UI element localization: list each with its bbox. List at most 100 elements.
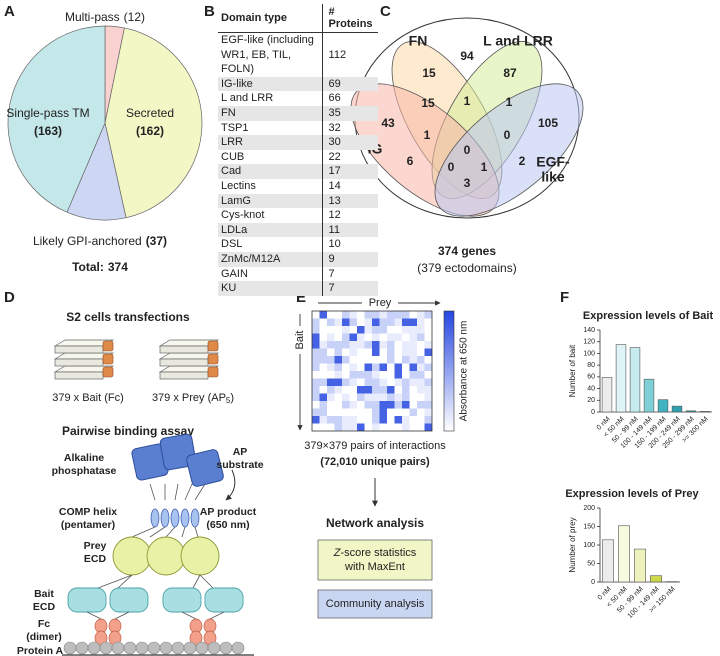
heatmap-cell xyxy=(342,393,350,401)
heatmap-cell xyxy=(372,311,380,319)
y-tick-label: 20 xyxy=(587,397,595,404)
heatmap-cell xyxy=(417,401,425,409)
plate-side xyxy=(54,358,104,367)
linker xyxy=(181,611,225,621)
linker xyxy=(165,526,176,538)
heatmap-cell xyxy=(387,333,395,341)
reaction-arrow xyxy=(225,469,236,501)
protein-a xyxy=(147,641,161,655)
heatmap-cell xyxy=(379,341,387,349)
domain-table: Domain type # Proteins EGF-like (including… xyxy=(218,4,378,296)
protein-a xyxy=(123,641,137,655)
heatmap-cell xyxy=(334,371,342,379)
method-text: Community analysis xyxy=(326,598,425,610)
heatmap-cell xyxy=(364,401,372,409)
bar xyxy=(615,344,627,413)
axis-label: Prey xyxy=(369,297,392,309)
assay-label: Alkaline xyxy=(64,452,104,464)
heatmap-cell xyxy=(334,318,342,326)
venn-set-label: like xyxy=(541,169,565,185)
assay-label: ECD xyxy=(33,601,56,613)
heatmap-cell xyxy=(312,341,320,349)
chart-title: Expression levels of Bait xyxy=(583,310,714,322)
pie-value-label: (163) xyxy=(34,124,62,138)
protein-a xyxy=(159,641,173,655)
table-cell: L and LRR xyxy=(221,92,274,105)
heatmap-cell xyxy=(417,356,425,364)
protein-a xyxy=(195,641,209,655)
venn-count: 43 xyxy=(381,116,395,130)
heatmap-cell xyxy=(327,386,335,394)
table-cell: 22 xyxy=(321,149,378,165)
table-row: TSP1 32 xyxy=(218,120,378,136)
heatmap-cell xyxy=(319,341,327,349)
heatmap-cell xyxy=(409,378,417,386)
heatmap-cell xyxy=(379,326,387,334)
protein-a xyxy=(171,641,185,655)
table-header-cell: # Proteins xyxy=(321,4,378,33)
venn-count: 6 xyxy=(407,154,414,168)
protein-a xyxy=(63,641,77,655)
heatmap-cell xyxy=(342,318,350,326)
protein-a xyxy=(135,641,149,655)
panel-label: E xyxy=(296,289,306,306)
heatmap-cell xyxy=(372,423,380,431)
heatmap-cell xyxy=(372,348,380,356)
comp-helix xyxy=(170,508,180,528)
table-cell: 112 xyxy=(321,32,378,77)
bar xyxy=(650,575,662,583)
y-tick-label: 200 xyxy=(583,505,595,512)
table-cell: Lectins xyxy=(221,179,256,192)
heatmap-cell xyxy=(364,378,372,386)
panel-label: D xyxy=(4,289,15,306)
venn-count: 1 xyxy=(506,95,513,109)
assay-label: Prey xyxy=(84,540,107,552)
plate-tab xyxy=(207,340,219,352)
bait-ecd xyxy=(109,587,149,613)
heatmap-cell xyxy=(372,371,380,379)
table-cell: GAIN xyxy=(221,267,248,280)
heatmap-cell xyxy=(379,408,387,416)
pie-value-label: (37) xyxy=(146,234,167,248)
heatmap-cell xyxy=(402,318,410,326)
heatmap-cell xyxy=(417,378,425,386)
plate-side xyxy=(159,358,209,367)
heatmap-cell xyxy=(327,363,335,371)
bar xyxy=(618,525,630,583)
method-box xyxy=(317,589,433,619)
heatmap-cell xyxy=(424,416,432,424)
venn-count: 87 xyxy=(503,66,517,80)
heatmap-cell xyxy=(357,423,365,431)
venn-count: 1 xyxy=(481,160,488,174)
heatmap-frame xyxy=(311,310,433,432)
heatmap-cell xyxy=(409,348,417,356)
heatmap-cell xyxy=(387,386,395,394)
panel-label: A xyxy=(4,3,15,20)
heatmap-cell xyxy=(409,341,417,349)
heatmap-cell xyxy=(409,318,417,326)
assay-label: Fc xyxy=(38,618,50,630)
heatmap-cell xyxy=(387,393,395,401)
pie-slice xyxy=(7,25,106,213)
heatmap-cell xyxy=(319,356,327,364)
heatmap-cell xyxy=(372,401,380,409)
heatmap-cell xyxy=(312,386,320,394)
prey-ecd xyxy=(146,536,186,576)
heatmap-cell xyxy=(424,408,432,416)
heatmap-cell xyxy=(342,333,350,341)
heatmap-cell xyxy=(402,386,410,394)
assay-label: substrate xyxy=(216,459,263,471)
table-cell: CUB xyxy=(221,150,245,163)
assay-label: (dimer) xyxy=(26,631,62,643)
heatmap-cell xyxy=(319,378,327,386)
heatmap-cell xyxy=(364,311,372,319)
pie-category: Likely GPI-anchored xyxy=(33,234,142,248)
heatmap-cell xyxy=(349,401,357,409)
heatmap-cell xyxy=(372,333,380,341)
protein-a xyxy=(75,641,89,655)
heatmap-cell xyxy=(379,401,387,409)
heatmap-cell xyxy=(342,423,350,431)
table-header: Domain type # Proteins xyxy=(218,4,378,33)
heatmap-cell xyxy=(357,326,365,334)
heatmap-cell xyxy=(379,386,387,394)
